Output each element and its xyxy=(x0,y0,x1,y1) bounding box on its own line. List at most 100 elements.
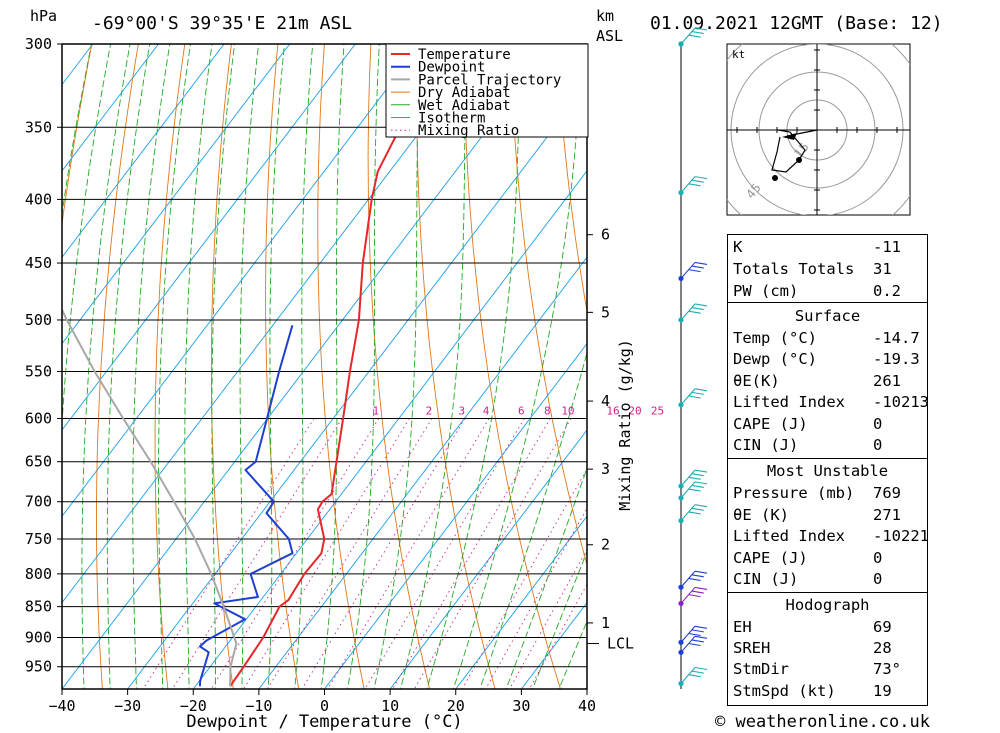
temperature-tick-label: 0 xyxy=(320,697,329,715)
wind-barb xyxy=(680,625,708,643)
mixing-ratio-label: 10 xyxy=(561,404,574,417)
wet-adiabat-line xyxy=(132,44,171,689)
pressure-tick-label: 850 xyxy=(25,598,52,616)
mixing-ratio-label: 25 xyxy=(651,404,664,417)
index-row: θE(K) 261 xyxy=(733,372,901,390)
pressure-tick-label: 600 xyxy=(25,409,52,427)
isotherm-line xyxy=(62,44,356,431)
mixing-ratio-line xyxy=(327,418,490,689)
wind-profile xyxy=(678,27,708,689)
mixing-ratio-line xyxy=(243,418,410,689)
km-tick-label: 3 xyxy=(601,460,610,478)
isotherm-line xyxy=(62,44,159,172)
temperature-tick-label: 10 xyxy=(381,697,399,715)
datetime-title: 01.09.2021 12GMT (Base: 12) xyxy=(650,13,943,34)
wet-adiabat-line xyxy=(62,44,112,431)
index-row: Lifted Index -10221 xyxy=(733,527,929,545)
wind-barb xyxy=(680,176,708,193)
mixing-ratio-axis-label: Mixing Ratio (g/kg) xyxy=(616,339,634,511)
legend-entry-label: Parcel Trajectory xyxy=(418,72,561,88)
pressure-tick-label: 550 xyxy=(25,362,52,380)
most-unstable-table: Most Unstable Pressure (mb) 769 θE (K) 271… xyxy=(727,458,929,594)
plot-frame xyxy=(61,43,588,690)
km-tick-label: 4 xyxy=(601,392,610,410)
isotherm-line xyxy=(192,170,587,689)
legend-entry-label: Dewpoint xyxy=(418,60,485,76)
wind-barb xyxy=(680,666,708,684)
wind-barb xyxy=(680,570,708,588)
mixing-ratio-label: 8 xyxy=(544,404,551,417)
storm-motion-vector xyxy=(786,129,818,137)
temperature-tick-label: −20 xyxy=(180,697,207,715)
mixing-ratio-line xyxy=(509,548,587,689)
asl-unit-label: ASL xyxy=(596,27,623,45)
isotherm-line xyxy=(127,83,587,689)
surface-table: Surface Temp (°C) -14.7 Dewp (°C) -19.3 θE… xyxy=(727,302,929,460)
index-row: Temp (°C) -14.7 xyxy=(733,329,920,347)
hodograph-indices-table: Hodograph EH 69 SREH 28 StmDir 73° StmSpd (… xyxy=(727,592,928,706)
temperature-tick-label: −40 xyxy=(48,697,75,715)
wet-adiabat-line xyxy=(184,44,213,689)
wind-barb xyxy=(680,469,708,487)
pressure-tick-label: 400 xyxy=(25,190,52,208)
pressure-tick-label: 900 xyxy=(25,629,52,647)
most-unstable-title: Most Unstable xyxy=(766,462,889,480)
wet-adiabat-line xyxy=(81,44,131,689)
wind-level-dot xyxy=(678,41,684,47)
axis-labels: 3003504004505005506006507007508008509009… xyxy=(25,35,664,732)
mixing-ratio-line xyxy=(485,507,587,689)
parcel-trajectory-series-line xyxy=(62,307,238,687)
pressure-tick-label: 500 xyxy=(25,311,52,329)
location-title: -69°00'S 39°35'E 21m ASL xyxy=(92,13,352,34)
wet-adiabat-line xyxy=(426,44,521,689)
wet-adiabat-line xyxy=(505,466,587,689)
wet-adiabat-line xyxy=(320,44,345,689)
wind-barb xyxy=(680,504,708,522)
pressure-tick-label: 300 xyxy=(25,35,52,53)
temperature-tick-label: −10 xyxy=(245,697,272,715)
hodograph-title: Hodograph xyxy=(785,596,870,614)
dry-adiabat-line xyxy=(463,44,561,689)
pressure-tick-label: 800 xyxy=(25,565,52,583)
hpa-unit-label: hPa xyxy=(30,7,57,25)
mixing-ratio-label: 1 xyxy=(373,404,380,417)
index-row: Totals Totals 31 xyxy=(733,260,892,278)
mixing-ratio-line xyxy=(413,418,572,689)
index-row: StmDir 73° xyxy=(733,660,901,678)
wet-adiabat-line xyxy=(347,44,380,689)
pressure-tick-label: 950 xyxy=(25,658,52,676)
hodograph-point xyxy=(796,157,802,163)
isotherm-line xyxy=(62,44,225,259)
isotherm-line xyxy=(258,256,587,689)
dry-adiabat-line xyxy=(556,44,587,314)
wind-barb xyxy=(680,27,708,45)
isotherm-line xyxy=(323,342,587,689)
mixing-ratio-line xyxy=(461,468,587,689)
dry-adiabat-line xyxy=(265,44,300,689)
index-row: Lifted Index -10213 xyxy=(733,393,929,411)
temperature-series-line xyxy=(229,44,449,687)
hodograph-unit-label: kt xyxy=(732,48,745,61)
dry-adiabat-line xyxy=(317,44,365,689)
km-unit-label: km xyxy=(596,7,614,25)
wind-barb xyxy=(680,303,708,321)
index-row: CAPE (J) 0 xyxy=(733,415,883,433)
mixing-ratio-label: 4 xyxy=(483,404,490,417)
index-row: K -11 xyxy=(733,238,901,256)
index-row: Pressure (mb) 769 xyxy=(733,484,901,502)
hodograph-point xyxy=(772,175,778,181)
legend-entry-label: Dry Adiabat xyxy=(418,85,511,101)
wet-adiabat-line xyxy=(294,44,314,689)
mixing-ratio-label: 2 xyxy=(426,404,433,417)
mixing-ratio-label: 6 xyxy=(518,404,525,417)
wind-barb xyxy=(680,481,708,499)
plot-border xyxy=(61,43,588,690)
mixing-ratio-line xyxy=(364,418,525,689)
wind-barb xyxy=(680,635,708,653)
wind-barb xyxy=(680,586,708,604)
legend-entry-label: Mixing Ratio xyxy=(418,123,519,139)
pressure-tick-label: 350 xyxy=(25,118,52,136)
dry-adiabat-line xyxy=(210,44,234,689)
